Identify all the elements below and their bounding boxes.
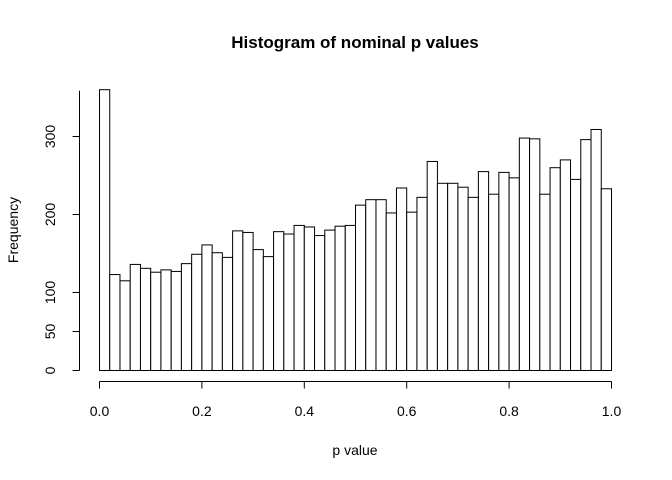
x-tick-label: 0.8 [499, 403, 519, 419]
histogram-bar [416, 196, 428, 371]
histogram-bar [344, 224, 357, 371]
histogram-bar [549, 167, 561, 371]
histogram-bar [477, 171, 490, 371]
histogram-bar [436, 182, 449, 371]
x-tick-label: 0.0 [90, 403, 110, 419]
histogram-bar [518, 137, 531, 371]
histogram-bar [467, 196, 479, 371]
x-tick-label: 1.0 [602, 403, 622, 419]
histogram-bar [385, 212, 397, 371]
histogram-bar [457, 186, 469, 371]
histogram-bar [252, 249, 264, 372]
histogram-bar [426, 160, 438, 371]
histogram-bar [201, 244, 213, 371]
histogram-bar [508, 177, 520, 371]
histogram-bar [395, 187, 408, 371]
x-axis: 0.0 0.2 0.4 0.6 0.8 1.0 [90, 381, 622, 419]
histogram-bar [314, 235, 326, 371]
histogram-bar [324, 229, 336, 371]
histogram-bar [283, 233, 295, 371]
histogram-bar [99, 89, 111, 371]
chart-title: Histogram of nominal p values [231, 33, 479, 52]
histogram-bar [160, 269, 172, 372]
histogram-bar [334, 225, 346, 371]
histogram-bar [559, 159, 572, 371]
histogram-bar [129, 263, 141, 372]
histogram-bar [365, 199, 377, 371]
histogram-bar [262, 256, 275, 371]
y-tick-label: 50 [42, 324, 58, 340]
histogram-bar [375, 199, 387, 371]
histogram-bar [355, 204, 367, 371]
histogram-bar [580, 139, 592, 371]
y-tick-label: 300 [42, 125, 58, 149]
histogram-bar [180, 263, 193, 372]
histogram-bar [191, 253, 203, 371]
histogram-bar [293, 224, 305, 371]
histogram-bar [529, 138, 541, 371]
histogram-bar [232, 230, 244, 371]
bars-group [99, 89, 613, 372]
x-axis-label: p value [332, 442, 377, 458]
histogram-bar [273, 231, 285, 371]
histogram-bar [150, 271, 162, 371]
histogram-bar [242, 231, 254, 371]
y-tick-label: 200 [42, 203, 58, 227]
x-tick-label: 0.6 [397, 403, 417, 419]
histogram-bar [498, 171, 510, 371]
y-tick-label: 100 [42, 281, 58, 305]
histogram-bar [119, 280, 131, 371]
histogram-bar [590, 128, 602, 371]
x-tick-label: 0.4 [295, 403, 315, 419]
x-tick-label: 0.2 [192, 403, 212, 419]
histogram-bar [303, 226, 316, 371]
histogram-bar [170, 270, 182, 371]
histogram-bar [221, 256, 234, 371]
y-tick-label: 0 [42, 366, 58, 374]
histogram-bar [211, 252, 223, 371]
histogram-bar [447, 182, 459, 371]
histogram-bar [406, 211, 418, 371]
histogram-bar [539, 193, 551, 371]
histogram-bar [139, 267, 152, 372]
histogram-bar [570, 178, 582, 371]
y-axis-label: Frequency [5, 197, 21, 263]
histogram-bar [600, 188, 613, 371]
histogram-bar [488, 193, 500, 371]
y-axis: 0 50 100 200 300 [42, 90, 80, 374]
histogram-bar [109, 274, 121, 371]
